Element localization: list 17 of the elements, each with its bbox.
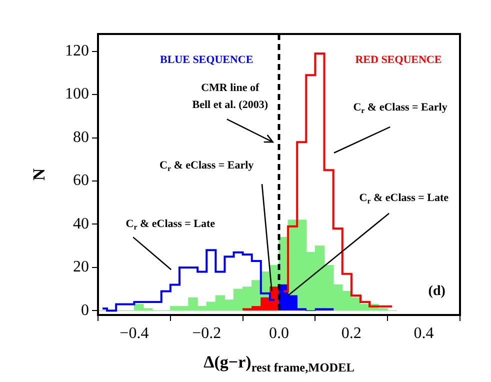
y-tick-label: 60	[73, 172, 89, 190]
x-tick-label: −0.4	[120, 324, 149, 342]
annotation: BLUE SEQUENCE	[160, 54, 254, 66]
y-axis-title: N	[29, 168, 48, 181]
annotation: CMR line of Bell et al. (2003)	[192, 82, 268, 111]
y-tick-label: 80	[73, 128, 89, 146]
y-tick-label: 20	[73, 258, 89, 276]
y-tick-label: 100	[65, 86, 89, 103]
annotation: RED SEQUENCE	[355, 54, 442, 66]
y-tick-label: 0	[81, 302, 89, 319]
x-tick-label: −0.2	[192, 324, 222, 342]
annotation: (d)	[428, 284, 446, 299]
y-tick-label: 40	[73, 215, 89, 232]
y-tick-label: 120	[65, 42, 89, 60]
x-tick-label: 0.4	[414, 324, 434, 342]
x-tick-label: 0.2	[341, 324, 362, 342]
x-tick-label: 0.0	[269, 324, 289, 342]
